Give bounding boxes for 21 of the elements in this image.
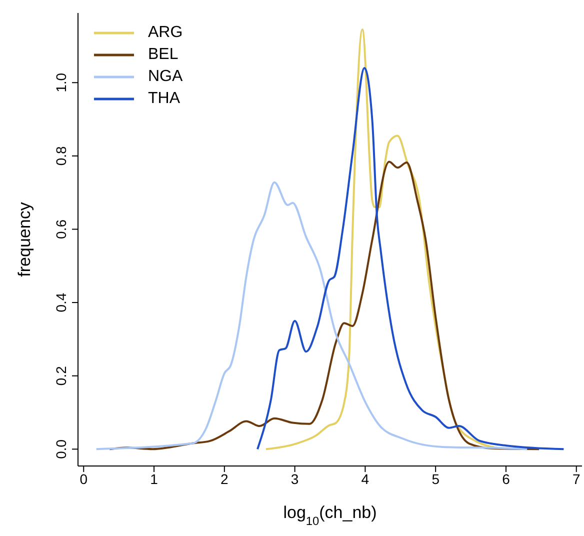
x-tick-label: 2 [220, 470, 229, 487]
x-tick-label: 5 [432, 470, 440, 487]
y-tick-label: 1.0 [53, 72, 69, 92]
x-tick-label: 7 [572, 470, 580, 487]
y-axis-title: frequency [15, 202, 34, 277]
y-tick-label: 0.2 [53, 366, 69, 386]
x-tick-label: 4 [361, 470, 370, 487]
x-tick-label: 3 [290, 470, 299, 487]
y-tick-label: 0.6 [53, 219, 69, 239]
y-tick-label: 0.8 [53, 146, 69, 166]
legend-label: ARG [148, 23, 183, 43]
x-tick-label: 0 [80, 470, 88, 487]
legend-label: NGA [148, 67, 183, 87]
y-tick-label: 0.4 [53, 292, 69, 312]
x-tick-label: 6 [502, 470, 510, 487]
x-axis-title: log$_{10}$(ch_nb) [283, 503, 377, 528]
legend-label: BEL [148, 45, 178, 65]
y-tick-label: 0.0 [53, 439, 69, 459]
legend-label: THA [148, 89, 180, 109]
line-series [256, 66, 565, 450]
x-tick-label: 1 [150, 470, 158, 487]
